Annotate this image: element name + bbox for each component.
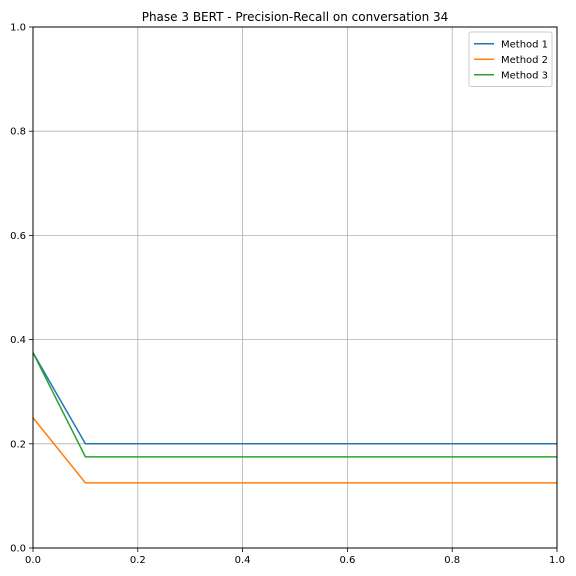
series-layer [32,352,557,484]
y-tick-label: 1.0 [10,23,26,34]
x-tick-label: 0.0 [25,555,41,566]
series-line-2 [32,417,557,484]
y-tick-label: 0.6 [10,231,26,242]
legend-label: Method 3 [501,70,548,81]
axis-layer: 0.0 0.2 0.4 0.6 0.8 1.0 0.0 0.2 0.4 0.6 0.8 1.0 [10,23,565,567]
grid-layer [32,26,558,549]
y-tick-label: 0.0 [10,544,26,555]
y-tick-label: 0.2 [10,439,26,450]
y-tick-label: 0.4 [10,335,26,346]
legend-box [468,31,553,87]
legend: Method 1 Method 2 Method 3 [468,31,553,87]
series-line-1 [32,352,557,445]
legend-label: Method 1 [501,39,548,50]
y-tick-label: 0.8 [10,127,26,138]
x-tick-label: 0.6 [339,555,355,566]
x-tick-label: 0.2 [130,555,146,566]
chart-title: Phase 3 BERT - Precision-Recall on conve… [142,10,449,24]
x-tick-label: 0.8 [444,555,460,566]
x-tick-label: 0.4 [235,555,251,566]
legend-label: Method 2 [501,55,548,66]
x-tick-label: 1.0 [549,555,565,566]
plot-frame [32,26,558,549]
series-line-3 [32,352,557,458]
